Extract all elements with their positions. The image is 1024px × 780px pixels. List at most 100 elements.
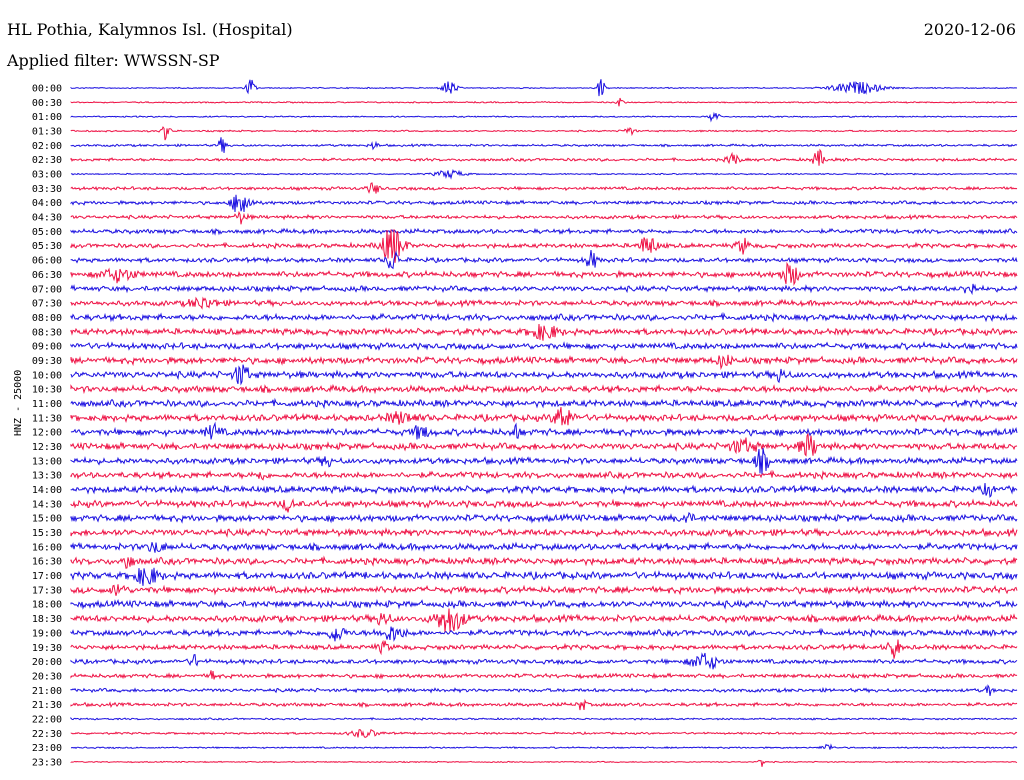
trace-row: [70, 97, 1018, 107]
trace-row: [70, 261, 1018, 286]
time-tick-label: 08:30: [32, 327, 62, 338]
trace-row: [70, 684, 1018, 696]
trace-row: [70, 541, 1018, 553]
trace-row: [70, 743, 1018, 750]
trace-row: [70, 354, 1018, 371]
time-tick-label: 10:00: [32, 370, 62, 381]
trace-row: [70, 469, 1018, 481]
time-tick-label: 17:00: [32, 571, 62, 582]
time-tick-label: 13:00: [32, 456, 62, 467]
time-tick-label: 14:00: [32, 485, 62, 496]
station-title: HL Pothia, Kalymnos Isl. (Hospital): [7, 20, 293, 39]
trace-row: [70, 639, 1018, 659]
trace-row: [70, 670, 1018, 680]
time-tick-label: 15:00: [32, 514, 62, 525]
trace-row: [70, 210, 1018, 225]
trace-row: [70, 341, 1018, 352]
trace-row: [70, 698, 1018, 711]
time-tick-label: 22:30: [32, 729, 62, 740]
trace-row: [70, 482, 1018, 498]
trace-row: [70, 194, 1018, 213]
trace-row: [70, 407, 1018, 426]
time-tick-label: 10:30: [32, 385, 62, 396]
time-tick-label: 05:30: [32, 241, 62, 252]
trace-row: [70, 759, 1018, 767]
time-tick-label: 23:00: [32, 743, 62, 754]
trace-row: [70, 229, 1018, 263]
time-tick-label: 13:30: [32, 471, 62, 482]
time-tick-label: 11:00: [32, 399, 62, 410]
time-tick-label: 07:30: [32, 299, 62, 310]
trace-row: [70, 652, 1018, 670]
time-tick-label: 03:00: [32, 170, 62, 181]
time-tick-label: 00:00: [32, 84, 62, 95]
trace-row: [70, 148, 1018, 166]
time-tick-label: 19:00: [32, 628, 62, 639]
trace-row: [70, 182, 1018, 194]
trace-row: [70, 169, 1018, 180]
trace-row: [70, 397, 1018, 410]
time-tick-label: 02:00: [32, 141, 62, 152]
trace-row: [70, 555, 1018, 569]
trace-row: [70, 126, 1018, 141]
time-tick-label: 04:00: [32, 198, 62, 209]
trace-row: [70, 448, 1018, 476]
trace-row: [70, 227, 1018, 236]
time-tick-label: 12:30: [32, 442, 62, 453]
trace-row: [70, 111, 1018, 123]
filter-label: Applied filter: WWSSN-SP: [7, 51, 220, 70]
time-tick-label: 05:00: [32, 227, 62, 238]
trace-row: [70, 584, 1018, 596]
trace-row: [70, 433, 1018, 457]
time-tick-label: 21:30: [32, 700, 62, 711]
trace-row: [70, 137, 1018, 153]
record-date: 2020-12-06: [923, 20, 1016, 39]
trace-row: [70, 283, 1018, 296]
trace-row: [70, 312, 1018, 323]
time-tick-label: 14:30: [32, 499, 62, 510]
trace-row: [70, 79, 1018, 97]
time-tick-label: 02:30: [32, 155, 62, 166]
time-tick-label: 06:30: [32, 270, 62, 281]
time-tick-label: 21:00: [32, 686, 62, 697]
time-tick-label: 09:30: [32, 356, 62, 367]
time-tick-label: 03:30: [32, 184, 62, 195]
trace-row: [70, 364, 1018, 386]
trace-row: [70, 626, 1018, 642]
trace-row: [70, 728, 1018, 738]
time-tick-label: 18:00: [32, 600, 62, 611]
time-tick-label: 12:00: [32, 428, 62, 439]
trace-row: [70, 421, 1018, 440]
trace-row: [70, 296, 1018, 310]
time-tick-label: 23:30: [32, 757, 62, 768]
trace-row: [70, 383, 1018, 395]
trace-row: [70, 567, 1018, 586]
time-tick-label: 18:30: [32, 614, 62, 625]
trace-row: [70, 511, 1018, 524]
trace-row: [70, 527, 1018, 538]
time-tick-label: 20:00: [32, 657, 62, 668]
time-tick-label: 08:00: [32, 313, 62, 324]
trace-row: [70, 716, 1018, 721]
time-tick-label: 15:30: [32, 528, 62, 539]
time-tick-label: 22:00: [32, 714, 62, 725]
time-tick-label: 00:30: [32, 98, 62, 109]
time-tick-label: 06:00: [32, 256, 62, 267]
trace-row: [70, 598, 1018, 610]
trace-row: [70, 323, 1018, 341]
trace-row: [70, 608, 1018, 633]
time-tick-label: 19:30: [32, 643, 62, 654]
time-tick-label: 11:30: [32, 413, 62, 424]
trace-row: [70, 250, 1018, 270]
trace-row: [70, 498, 1018, 513]
time-tick-label: 16:30: [32, 557, 62, 568]
time-tick-label: 16:00: [32, 542, 62, 553]
time-tick-label: 17:30: [32, 585, 62, 596]
time-tick-label: 20:30: [32, 671, 62, 682]
time-tick-label: 01:00: [32, 112, 62, 123]
time-tick-label: 04:30: [32, 213, 62, 224]
time-tick-label: 09:00: [32, 342, 62, 353]
time-tick-label: 01:30: [32, 127, 62, 138]
time-tick-label: 07:00: [32, 284, 62, 295]
